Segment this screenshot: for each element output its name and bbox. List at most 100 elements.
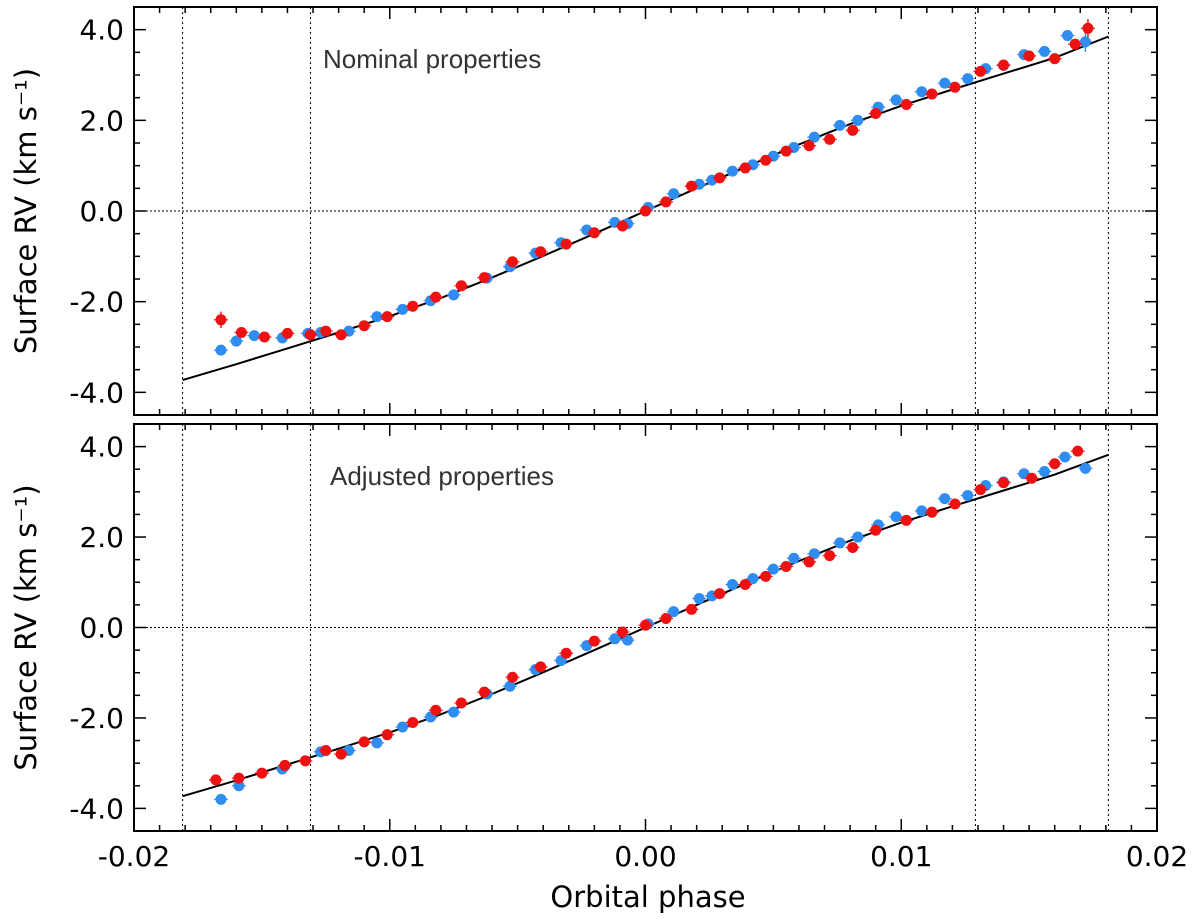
data-point <box>900 98 912 110</box>
data-point <box>926 506 938 518</box>
data-point <box>455 697 467 709</box>
data-point <box>1049 53 1061 65</box>
panel-1: 4.0 2.0 0.0 -2.0 -4.0 Surface RV (km s⁻¹) Nomi… <box>9 6 1158 416</box>
data-point <box>1079 462 1091 474</box>
data-point <box>998 59 1010 71</box>
data-point <box>834 537 846 549</box>
x-tick-label: 0.01 <box>870 840 932 873</box>
data-point <box>686 180 698 192</box>
data-point <box>1079 36 1091 48</box>
data-point <box>808 131 820 143</box>
data-point <box>588 227 600 239</box>
data-point <box>780 145 792 157</box>
data-point <box>358 736 370 748</box>
data-point <box>1026 472 1038 484</box>
data-point <box>215 314 227 326</box>
data-point <box>726 579 738 591</box>
data-point <box>279 759 291 771</box>
data-point <box>335 329 347 341</box>
data-point <box>230 335 242 347</box>
data-point <box>739 162 751 174</box>
y-tick-label: 2.0 <box>79 521 124 554</box>
series-red <box>213 19 1095 343</box>
data-point <box>847 124 859 136</box>
data-point <box>962 489 974 501</box>
data-point <box>1059 451 1071 463</box>
data-point <box>1061 30 1073 42</box>
data-point <box>210 774 222 786</box>
y-tick-label: -2.0 <box>69 286 124 319</box>
data-point <box>693 593 705 605</box>
data-point <box>870 524 882 536</box>
data-point <box>381 729 393 741</box>
series-red <box>208 445 1085 786</box>
data-point <box>870 108 882 120</box>
y-tick-label: -4.0 <box>69 376 124 409</box>
data-point <box>747 573 759 585</box>
y-tick-label: 0.0 <box>79 195 124 228</box>
data-point <box>358 320 370 332</box>
panel-2: 4.0 2.0 0.0 -2.0 -4.0 Surface RV (km s⁻¹) Adju… <box>9 423 1158 832</box>
data-point <box>1072 445 1084 457</box>
data-point <box>640 205 651 217</box>
data-point <box>504 680 516 692</box>
data-point <box>939 77 951 89</box>
data-point <box>448 289 460 301</box>
y-tick-label: 2.0 <box>79 104 124 137</box>
y-axis-title: Surface RV (km s⁻¹) <box>9 484 43 770</box>
data-point <box>686 603 698 615</box>
data-point <box>916 86 928 98</box>
data-point <box>478 272 490 284</box>
data-point <box>430 704 442 716</box>
data-point <box>739 579 751 591</box>
data-point <box>668 188 680 200</box>
data-point <box>320 325 332 337</box>
data-point <box>507 256 519 268</box>
data-point <box>215 793 227 805</box>
data-point <box>780 560 792 572</box>
data-point <box>235 326 247 338</box>
data-point <box>1082 22 1094 34</box>
y-tick-label: 0.0 <box>79 612 124 645</box>
series-blue <box>213 451 1093 805</box>
data-point <box>1038 45 1050 57</box>
data-point <box>962 73 974 85</box>
data-point <box>304 329 316 341</box>
data-point <box>808 548 820 560</box>
data-point <box>640 619 651 631</box>
data-point <box>890 511 902 523</box>
data-point <box>535 661 547 673</box>
x-axis-title: Orbital phase <box>550 880 745 914</box>
data-point <box>256 767 268 779</box>
data-point <box>616 626 628 638</box>
x-tick-label: -0.01 <box>354 840 426 873</box>
x-tick-label: 0.00 <box>614 840 676 873</box>
data-point <box>248 330 260 342</box>
data-point <box>660 196 672 208</box>
panel-annotation: Adjusted properties <box>330 461 554 491</box>
data-point <box>1049 458 1061 470</box>
y-tick-label: 4.0 <box>79 14 124 47</box>
data-point <box>371 737 383 749</box>
data-point <box>371 311 383 323</box>
data-point <box>281 327 293 339</box>
x-tick-label: 0.02 <box>1126 840 1188 873</box>
data-point <box>455 280 467 292</box>
data-point <box>900 514 912 526</box>
data-point <box>588 635 600 647</box>
data-point <box>478 686 490 698</box>
data-point <box>609 633 621 645</box>
data-point <box>824 550 836 562</box>
data-point <box>535 246 547 258</box>
data-point <box>1023 50 1035 62</box>
data-point <box>847 541 859 553</box>
y-tick-label: -2.0 <box>69 702 124 735</box>
data-point <box>949 498 961 510</box>
data-point <box>560 238 572 250</box>
y-tick-label: 4.0 <box>79 431 124 464</box>
data-point <box>767 563 779 575</box>
data-point <box>714 588 726 600</box>
data-point <box>397 721 409 733</box>
data-point <box>1038 465 1050 477</box>
